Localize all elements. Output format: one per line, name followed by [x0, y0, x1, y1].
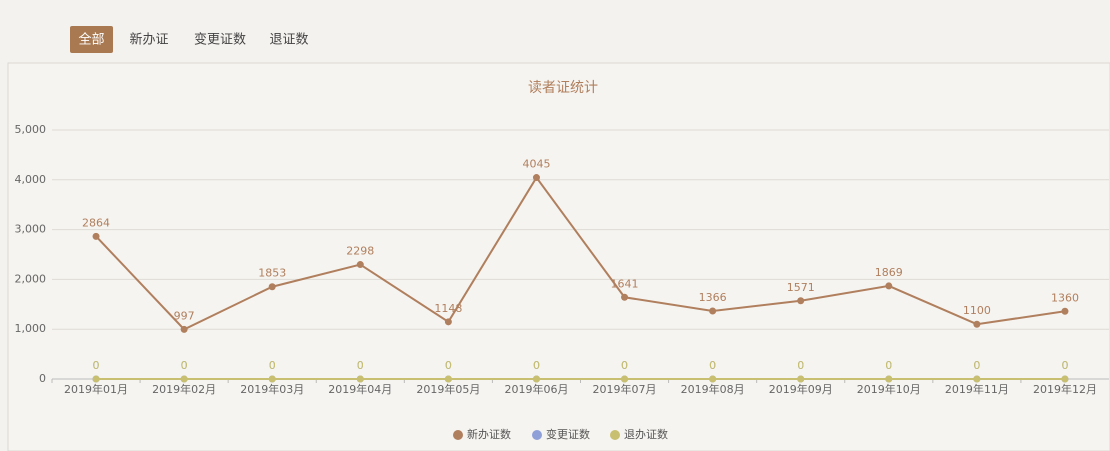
- y-tick-label: 5,000: [15, 123, 47, 136]
- series-line: [95, 175, 1066, 331]
- data-label: 0: [797, 359, 804, 372]
- data-point: [885, 375, 893, 383]
- tab[interactable]: 退证数: [269, 33, 308, 48]
- data-label: 0: [885, 359, 892, 372]
- x-tick-label: 2019年11月: [945, 382, 1009, 396]
- chart-panel: [7, 62, 1110, 451]
- data-label: 1853: [258, 267, 286, 280]
- data-point: [1061, 307, 1069, 315]
- data-label: 0: [797, 359, 804, 372]
- x-tick-label: 2019年12月: [1033, 382, 1097, 396]
- data-label: 0: [973, 359, 980, 372]
- data-point: [356, 375, 364, 383]
- data-point: [444, 375, 452, 383]
- data-label: 1366: [699, 291, 727, 304]
- y-tick-label: 1,000: [15, 322, 47, 335]
- data-point: [709, 375, 717, 383]
- data-point: [180, 375, 188, 383]
- data-label: 0: [621, 359, 628, 372]
- data-label: 0: [1061, 359, 1068, 372]
- data-point: [532, 174, 540, 182]
- data-label: 0: [357, 359, 364, 372]
- data-label: 0: [445, 359, 452, 372]
- data-point: [621, 293, 629, 301]
- data-label: 1869: [875, 266, 903, 279]
- legend-label[interactable]: 新办证数: [467, 427, 511, 441]
- x-tick-label: 2019年08月: [681, 382, 745, 396]
- data-label: 0: [621, 359, 628, 372]
- data-point: [709, 307, 717, 315]
- data-label: 0: [93, 359, 100, 372]
- data-label: 0: [357, 359, 364, 372]
- y-tick-label: 4,000: [15, 173, 47, 186]
- data-label: 4045: [522, 158, 550, 171]
- y-tick-label: 0: [39, 372, 46, 385]
- data-label: 0: [93, 359, 100, 372]
- data-label: 1148: [434, 302, 462, 315]
- chart-title: 读者证统计: [528, 79, 598, 96]
- data-label: 0: [181, 359, 188, 372]
- data-point: [973, 375, 981, 383]
- data-label: 0: [269, 359, 276, 372]
- data-label: 0: [533, 359, 540, 372]
- data-point: [797, 375, 805, 383]
- data-label: 1100: [963, 304, 991, 317]
- data-label: 1571: [787, 281, 815, 294]
- data-label: 0: [885, 359, 892, 372]
- data-label: 0: [973, 359, 980, 372]
- legend-marker[interactable]: [453, 430, 463, 440]
- data-label: 2298: [346, 245, 374, 258]
- x-tick-label: 2019年03月: [240, 382, 304, 396]
- data-label: 0: [533, 359, 540, 372]
- tab[interactable]: 全部: [78, 32, 104, 48]
- data-point: [92, 232, 100, 240]
- y-tick-label: 3,000: [15, 223, 47, 236]
- data-label: 1360: [1051, 291, 1079, 304]
- data-point: [621, 375, 629, 383]
- data-point: [1061, 375, 1069, 383]
- tab[interactable]: 新办证: [129, 32, 168, 48]
- data-point: [356, 261, 364, 269]
- x-tick-label: 2019年02月: [152, 382, 216, 396]
- data-label: 1641: [611, 277, 639, 290]
- legend-label[interactable]: 变更证数: [546, 427, 590, 441]
- x-tick-label: 2019年09月: [769, 382, 833, 396]
- data-label: 0: [181, 359, 188, 372]
- x-tick-label: 2019年04月: [328, 382, 392, 396]
- x-tick-label: 2019年10月: [857, 382, 921, 396]
- data-point: [444, 318, 452, 326]
- x-tick-label: 2019年06月: [504, 382, 568, 396]
- data-point: [268, 283, 276, 291]
- data-label: 997: [174, 309, 195, 322]
- legend-label[interactable]: 退办证数: [624, 428, 668, 441]
- data-point: [885, 282, 893, 290]
- data-point: [180, 325, 188, 333]
- x-tick-label: 2019年07月: [593, 382, 657, 396]
- data-label: 0: [709, 359, 716, 372]
- data-point: [268, 375, 276, 383]
- data-point: [973, 320, 981, 328]
- data-point: [92, 375, 100, 383]
- tab[interactable]: 变更证数: [194, 32, 246, 48]
- x-tick-label: 2019年01月: [64, 382, 128, 396]
- x-tick-label: 2019年05月: [416, 382, 480, 396]
- legend-marker[interactable]: [610, 430, 620, 440]
- data-label: 0: [269, 359, 276, 372]
- legend-marker[interactable]: [532, 430, 542, 440]
- data-label: 0: [1061, 359, 1068, 372]
- y-tick-label: 2,000: [15, 272, 47, 285]
- data-label: 0: [709, 359, 716, 372]
- data-label: 0: [445, 359, 452, 372]
- tab-active-bg: [70, 26, 113, 53]
- data-point: [797, 297, 805, 305]
- data-point: [532, 375, 540, 383]
- data-label: 2864: [82, 216, 110, 229]
